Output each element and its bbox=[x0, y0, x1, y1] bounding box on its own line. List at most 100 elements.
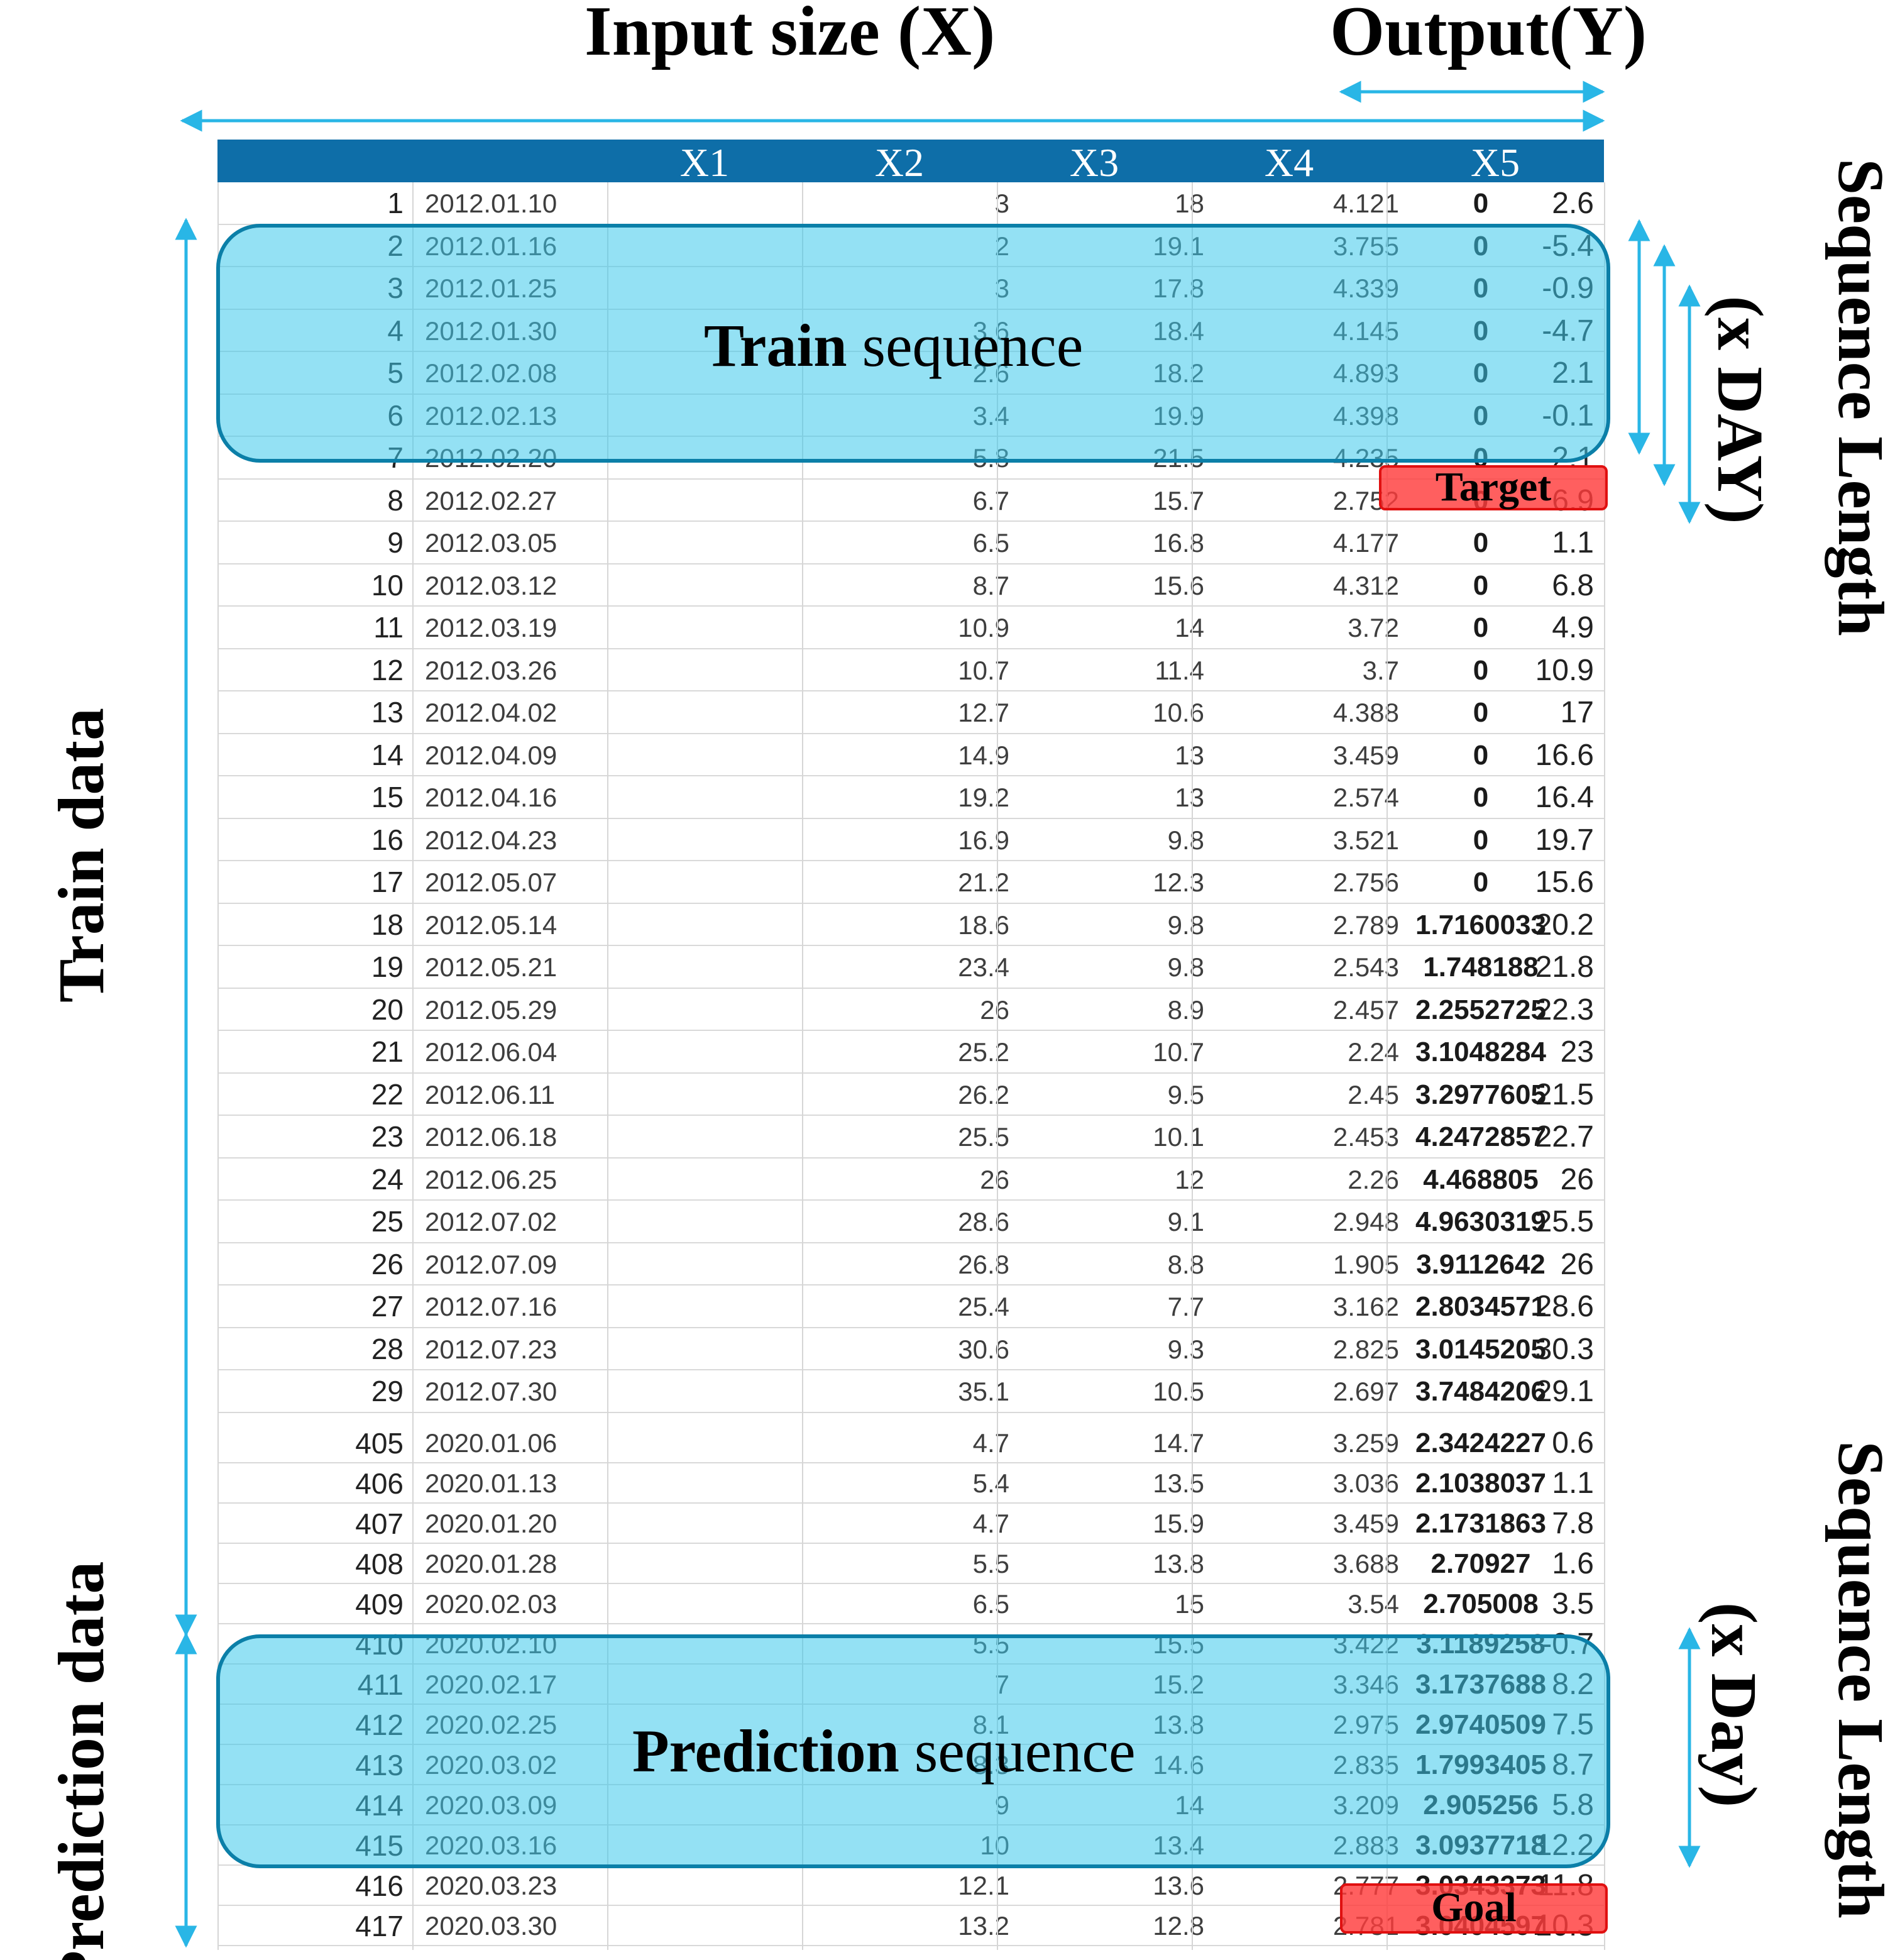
x3-value: 3.688 bbox=[1332, 1548, 1399, 1578]
sequence-length-label-top: Sequence Length bbox=[1825, 158, 1897, 636]
table-row: 19 2012.05.21 23.4 9.8 2.543 21.8 1.748188 bbox=[217, 946, 1604, 989]
x3-value: 2.697 bbox=[1332, 1377, 1399, 1406]
row-index: 16 bbox=[371, 823, 404, 856]
table-row: 24 2012.06.25 26 12 2.26 26 4.468805 bbox=[217, 1159, 1604, 1201]
date: 2012.03.12 bbox=[425, 570, 557, 600]
column-header-x5: X5 bbox=[1470, 140, 1520, 185]
x2-value: 13.6 bbox=[1153, 1870, 1204, 1900]
x4-value: 7.8 bbox=[1552, 1506, 1594, 1540]
x3-value: 4.177 bbox=[1332, 528, 1399, 558]
x4-value: 26 bbox=[1560, 1162, 1594, 1196]
x4-value: 20.2 bbox=[1535, 908, 1594, 942]
date: 2012.04.23 bbox=[425, 825, 557, 855]
x5-value: 3.2977605 bbox=[1415, 1079, 1546, 1110]
x1-value: 30.6 bbox=[958, 1334, 1009, 1364]
x2-value: 8.8 bbox=[1167, 1249, 1204, 1279]
x2-value: 8.9 bbox=[1167, 994, 1204, 1025]
x2-value: 9.3 bbox=[1167, 1334, 1204, 1364]
row-index: 1 bbox=[387, 187, 404, 219]
row-index: 14 bbox=[371, 738, 404, 771]
column-divider bbox=[1387, 182, 1388, 1950]
x4-value: 21.8 bbox=[1535, 950, 1594, 984]
x2-value: 10.1 bbox=[1153, 1122, 1204, 1152]
row-index: 29 bbox=[371, 1375, 404, 1407]
x2-value: 9.1 bbox=[1167, 1207, 1204, 1236]
x3-value: 2.789 bbox=[1332, 910, 1399, 940]
x1-value: 26 bbox=[980, 994, 1009, 1025]
x5-value: 3.7484206 bbox=[1415, 1376, 1546, 1407]
train-sequence-label-bold: Train bbox=[704, 312, 847, 379]
x5-value: 1.7160033 bbox=[1415, 909, 1546, 940]
x3-value: 2.948 bbox=[1332, 1207, 1399, 1236]
table-row: 21 2012.06.04 25.2 10.7 2.24 23 3.1048284 bbox=[217, 1031, 1604, 1074]
row-index: 9 bbox=[387, 526, 404, 559]
table-row: 12 2012.03.26 10.7 11.4 3.7 10.9 0 bbox=[217, 649, 1604, 691]
date: 2012.01.10 bbox=[425, 189, 557, 218]
table-row: 406 2020.01.13 5.4 13.5 3.036 1.1 2.1038037 bbox=[217, 1463, 1604, 1504]
table-row: 408 2020.01.28 5.5 13.8 3.688 1.6 2.70927 bbox=[217, 1544, 1604, 1584]
row-index: 13 bbox=[371, 696, 404, 729]
x2-value: 9.8 bbox=[1167, 910, 1204, 940]
date: 2012.07.02 bbox=[425, 1207, 557, 1236]
x4-value: 4.9 bbox=[1552, 611, 1594, 644]
row-index: 19 bbox=[371, 950, 404, 983]
table-row: 28 2012.07.23 30.6 9.3 2.825 30.3 3.0145205 bbox=[217, 1328, 1604, 1370]
x1-value: 25.4 bbox=[958, 1292, 1009, 1321]
row-index: 406 bbox=[355, 1467, 404, 1500]
date: 2012.05.07 bbox=[425, 867, 557, 897]
table-row: 29 2012.07.30 35.1 10.5 2.697 29.1 3.7484206 bbox=[217, 1370, 1604, 1413]
x1-value: 13.2 bbox=[958, 1910, 1009, 1941]
x5-value: 0 bbox=[1473, 739, 1489, 771]
x1-value: 16.9 bbox=[958, 825, 1009, 855]
x5-value: 2.705008 bbox=[1423, 1588, 1539, 1619]
table-row: 15 2012.04.16 19.2 13 2.574 16.4 0 bbox=[217, 776, 1604, 819]
x5-value: 0 bbox=[1473, 697, 1489, 728]
x2-value: 15.7 bbox=[1153, 485, 1204, 515]
x5-value: 4.2472857 bbox=[1415, 1121, 1546, 1152]
x4-value: 19.7 bbox=[1535, 823, 1594, 857]
x1-value: 12.7 bbox=[958, 698, 1009, 727]
train-sequence-label-rest: sequence bbox=[862, 312, 1084, 379]
row-index: 22 bbox=[371, 1077, 404, 1111]
x1-value: 6.5 bbox=[972, 528, 1009, 558]
train-data-label: Train data bbox=[45, 707, 118, 1003]
row-index: 23 bbox=[371, 1120, 404, 1153]
x5-value: 2.8034571 bbox=[1415, 1291, 1546, 1322]
train-sequence-label: Train sequence bbox=[704, 311, 1083, 380]
row-index: 26 bbox=[371, 1247, 404, 1280]
x4-value: 16.6 bbox=[1535, 738, 1594, 772]
x2-value: 9.8 bbox=[1167, 825, 1204, 855]
table-row: 409 2020.02.03 6.5 15 3.54 3.5 2.705008 bbox=[217, 1584, 1604, 1624]
x4-value: 17 bbox=[1560, 696, 1594, 729]
x1-value: 23.4 bbox=[958, 952, 1009, 982]
x3-value: 2.543 bbox=[1332, 952, 1399, 982]
table-row: 18 2012.05.14 18.6 9.8 2.789 20.2 1.7160033 bbox=[217, 904, 1604, 946]
date: 2020.01.28 bbox=[425, 1548, 557, 1578]
x1-value: 4.7 bbox=[972, 1428, 1009, 1458]
x1-value: 10.7 bbox=[958, 655, 1009, 685]
date: 2012.06.18 bbox=[425, 1122, 557, 1152]
date: 2012.05.14 bbox=[425, 910, 557, 940]
table-row: 16 2012.04.23 16.9 9.8 3.521 19.7 0 bbox=[217, 819, 1604, 861]
table-row: 17 2012.05.07 21.2 12.3 2.756 15.6 0 bbox=[217, 861, 1604, 904]
x5-value: 2.1038037 bbox=[1415, 1467, 1546, 1499]
x4-value: 28.6 bbox=[1535, 1290, 1594, 1323]
x3-value: 4.121 bbox=[1332, 189, 1399, 218]
date: 2012.04.09 bbox=[425, 740, 557, 770]
date: 2012.06.04 bbox=[425, 1037, 557, 1067]
x2-value: 15.9 bbox=[1153, 1508, 1204, 1538]
x5-value: 3.0145205 bbox=[1415, 1333, 1546, 1365]
date: 2012.07.30 bbox=[425, 1377, 557, 1406]
x5-value: 0 bbox=[1473, 824, 1489, 856]
prediction-sequence-label-rest: sequence bbox=[914, 1717, 1136, 1785]
x4-value: 2.6 bbox=[1552, 187, 1594, 220]
prediction-sequence-label-bold: Prediction bbox=[632, 1717, 899, 1785]
sequence-length-unit-bottom: (x Day) bbox=[1698, 1602, 1770, 1808]
date: 2012.03.05 bbox=[425, 528, 557, 558]
x3-value: 3.521 bbox=[1332, 825, 1399, 855]
x1-value: 4.7 bbox=[972, 1508, 1009, 1538]
date: 2012.02.27 bbox=[425, 485, 557, 515]
target-highlight: Target bbox=[1379, 465, 1608, 510]
x1-value: 25.2 bbox=[958, 1037, 1009, 1067]
x5-value: 4.468805 bbox=[1423, 1164, 1539, 1195]
